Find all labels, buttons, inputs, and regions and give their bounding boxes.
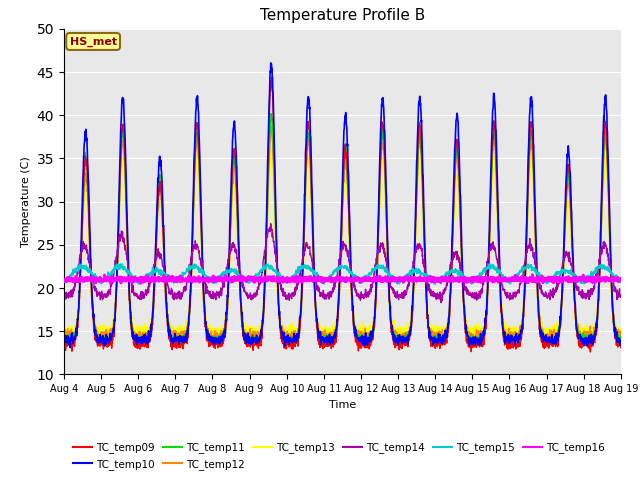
TC_temp12 xyxy=(348,289,356,295)
Y-axis label: Temperature (C): Temperature (C) xyxy=(21,156,31,247)
Line: TC_temp12: TC_temp12 xyxy=(64,126,621,342)
TC_temp15 xyxy=(406,271,414,276)
TC_temp11 xyxy=(593,324,601,329)
TC_temp09 xyxy=(268,75,275,81)
TC_temp14 xyxy=(212,297,220,302)
TC_temp14 xyxy=(406,276,414,282)
TC_temp14 xyxy=(617,292,625,298)
TC_temp10 xyxy=(508,333,516,339)
TC_temp12 xyxy=(406,326,414,332)
TC_temp09 xyxy=(508,344,516,350)
TC_temp16 xyxy=(348,278,356,284)
TC_temp15 xyxy=(60,279,68,285)
TC_temp10 xyxy=(348,293,356,299)
TC_temp11 xyxy=(508,339,516,345)
TC_temp13 xyxy=(406,322,414,328)
TC_temp13 xyxy=(617,327,625,333)
TC_temp16 xyxy=(212,277,220,283)
TC_temp10 xyxy=(267,60,275,66)
TC_temp11 xyxy=(406,333,414,338)
TC_temp10 xyxy=(60,335,68,340)
Line: TC_temp14: TC_temp14 xyxy=(64,224,621,303)
TC_temp14 xyxy=(593,271,601,276)
TC_temp11 xyxy=(60,337,68,343)
TC_temp14 xyxy=(267,221,275,227)
Title: Temperature Profile B: Temperature Profile B xyxy=(260,9,425,24)
TC_temp15 xyxy=(348,269,356,275)
TC_temp13 xyxy=(60,329,68,335)
TC_temp16 xyxy=(617,276,625,282)
TC_temp11 xyxy=(617,334,625,339)
TC_temp12 xyxy=(60,331,68,336)
TC_temp13 xyxy=(268,145,275,151)
TC_temp09 xyxy=(60,344,68,350)
TC_temp12 xyxy=(593,323,601,328)
TC_temp09 xyxy=(164,324,172,330)
TC_temp13 xyxy=(508,325,516,331)
X-axis label: Time: Time xyxy=(329,400,356,409)
TC_temp11 xyxy=(143,344,151,350)
TC_temp14 xyxy=(348,274,356,279)
TC_temp15 xyxy=(508,276,516,282)
TC_temp12 xyxy=(212,329,220,335)
TC_temp15 xyxy=(431,281,439,287)
Legend: TC_temp09, TC_temp10, TC_temp11, TC_temp12, TC_temp13, TC_temp14, TC_temp15, TC_: TC_temp09, TC_temp10, TC_temp11, TC_temp… xyxy=(69,438,609,474)
TC_temp14 xyxy=(60,291,68,297)
TC_temp11 xyxy=(212,336,220,341)
TC_temp16 xyxy=(508,276,516,281)
TC_temp13 xyxy=(327,336,335,342)
Line: TC_temp16: TC_temp16 xyxy=(64,275,621,283)
TC_temp09 xyxy=(348,292,356,298)
TC_temp12 xyxy=(547,339,554,345)
TC_temp10 xyxy=(67,345,74,350)
TC_temp15 xyxy=(164,272,172,277)
TC_temp15 xyxy=(116,261,124,267)
TC_temp13 xyxy=(212,328,220,334)
TC_temp14 xyxy=(164,283,172,288)
TC_temp14 xyxy=(437,300,445,306)
TC_temp11 xyxy=(348,301,356,307)
TC_temp16 xyxy=(406,277,414,283)
TC_temp16 xyxy=(137,280,145,286)
TC_temp15 xyxy=(593,268,601,274)
TC_temp10 xyxy=(164,319,172,325)
Line: TC_temp15: TC_temp15 xyxy=(64,264,621,284)
TC_temp11 xyxy=(164,323,172,328)
TC_temp16 xyxy=(60,277,68,283)
TC_temp14 xyxy=(508,295,516,300)
TC_temp15 xyxy=(212,277,220,283)
TC_temp10 xyxy=(212,337,220,343)
TC_temp09 xyxy=(212,338,220,344)
Line: TC_temp13: TC_temp13 xyxy=(64,148,621,339)
Text: HS_met: HS_met xyxy=(70,36,116,47)
TC_temp13 xyxy=(348,292,356,298)
TC_temp16 xyxy=(164,278,172,284)
TC_temp12 xyxy=(164,315,172,321)
TC_temp11 xyxy=(267,111,275,117)
TC_temp12 xyxy=(617,331,625,336)
TC_temp10 xyxy=(593,317,601,323)
TC_temp09 xyxy=(593,328,601,334)
TC_temp16 xyxy=(529,272,536,277)
TC_temp09 xyxy=(617,345,625,350)
TC_temp12 xyxy=(268,123,275,129)
Line: TC_temp10: TC_temp10 xyxy=(64,63,621,348)
TC_temp16 xyxy=(593,275,601,281)
TC_temp15 xyxy=(617,278,625,284)
TC_temp12 xyxy=(508,330,516,336)
TC_temp13 xyxy=(593,317,601,323)
Line: TC_temp11: TC_temp11 xyxy=(64,114,621,347)
TC_temp09 xyxy=(586,349,594,355)
TC_temp10 xyxy=(406,330,414,336)
Line: TC_temp09: TC_temp09 xyxy=(64,78,621,352)
TC_temp10 xyxy=(617,337,625,343)
TC_temp09 xyxy=(406,332,414,338)
TC_temp13 xyxy=(164,313,172,319)
